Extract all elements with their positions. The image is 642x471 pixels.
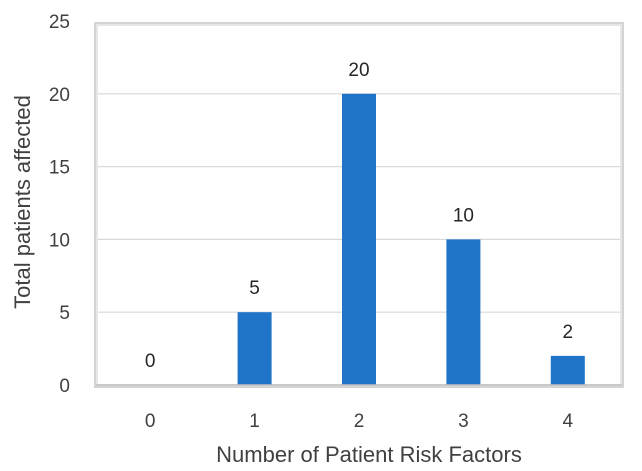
bars bbox=[237, 93, 585, 386]
y-tick-label: 15 bbox=[49, 158, 70, 179]
y-tick-label: 0 bbox=[59, 376, 70, 397]
x-tick-labels: 0 1 2 3 4 bbox=[145, 411, 574, 432]
data-label: 2 bbox=[563, 322, 574, 343]
y-tick-labels: 0 5 10 15 20 25 bbox=[49, 12, 70, 397]
y-tick-label: 25 bbox=[49, 12, 70, 33]
data-labels: 0 5 20 10 2 bbox=[145, 60, 573, 372]
bar bbox=[550, 355, 585, 385]
y-tick-label: 5 bbox=[59, 303, 70, 324]
y-axis-title: Total patients affected bbox=[10, 95, 35, 309]
data-label: 5 bbox=[249, 278, 260, 299]
data-label: 20 bbox=[348, 60, 369, 81]
x-tick-label: 4 bbox=[563, 411, 574, 432]
y-tick-label: 20 bbox=[49, 85, 70, 106]
x-axis-title: Number of Patient Risk Factors bbox=[216, 442, 522, 467]
x-tick-label: 0 bbox=[145, 411, 156, 432]
bar bbox=[237, 312, 272, 385]
data-label: 0 bbox=[145, 351, 156, 372]
x-tick-label: 2 bbox=[354, 411, 365, 432]
x-tick-label: 1 bbox=[249, 411, 260, 432]
bar bbox=[342, 93, 376, 386]
bar bbox=[446, 239, 481, 385]
data-label: 10 bbox=[453, 205, 474, 226]
y-tick-label: 10 bbox=[49, 230, 70, 251]
x-tick-label: 3 bbox=[458, 411, 469, 432]
